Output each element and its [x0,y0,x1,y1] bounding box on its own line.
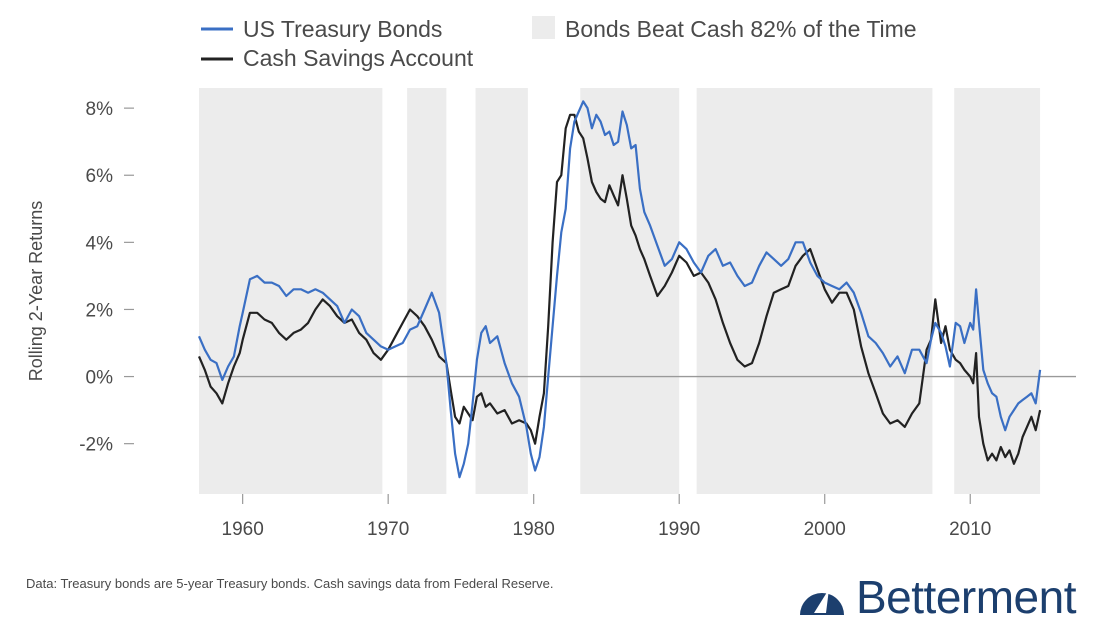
y-tick-label: 8% [86,99,114,120]
x-tick-label: 1980 [513,519,555,540]
series-lines [197,100,1042,479]
brand-logo: Betterment [796,571,1077,623]
shaded-period-2 [407,88,447,494]
x-tick-label: 1990 [658,519,700,540]
y-tick-label: -2% [79,435,113,456]
x-tick-label: 2000 [804,519,846,540]
y-tick-label: 0% [86,368,114,389]
y-tick-label: 6% [86,166,114,187]
x-tick-label: 2010 [949,519,991,540]
y-tick-label: 2% [86,300,114,321]
axes: -2% 0% 2% 4% 6% 8% 1960 1970 1980 1990 2000 2010 [79,99,1076,540]
legend-label-cash: Cash Savings Account [243,45,474,71]
shaded-period-3 [475,88,528,494]
brand-name: Betterment [856,571,1077,623]
shaded-period-4 [580,88,680,494]
x-tick-label: 1960 [222,519,264,540]
series-line-bonds [197,100,1042,479]
legend: US Treasury Bonds Cash Savings Account B… [201,16,917,71]
y-axis-label: Rolling 2-Year Returns [26,201,46,381]
gauge-icon [800,589,844,615]
x-tick-label: 1970 [367,519,409,540]
shaded-period-5 [696,88,933,494]
series-line-cash [197,113,1042,465]
y-tick-label: 4% [86,233,114,254]
legend-label-shade: Bonds Beat Cash 82% of the Time [565,16,917,42]
legend-swatch-shade [532,16,555,39]
legend-label-bonds: US Treasury Bonds [243,16,442,42]
shaded-periods [199,88,1041,494]
shaded-period-6 [954,88,1041,494]
footnote: Data: Treasury bonds are 5-year Treasury… [26,576,554,591]
